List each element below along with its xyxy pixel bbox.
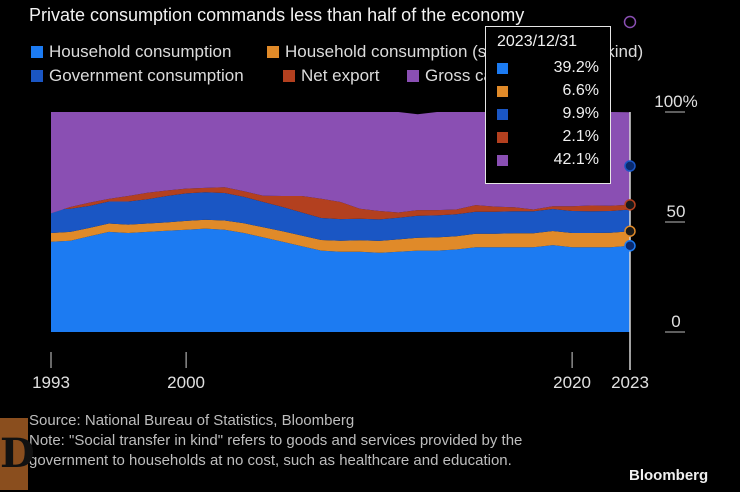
x-tick-label: 2000 <box>167 373 205 392</box>
tooltip-row: 2.1% <box>486 127 610 149</box>
tooltip-value: 39.2% <box>553 59 599 76</box>
legend-swatch <box>283 70 295 82</box>
x-tick-label: 1993 <box>32 373 70 392</box>
legend-label: Government consumption <box>49 66 244 85</box>
hover-point <box>624 160 636 172</box>
logo-icon: D <box>0 418 35 490</box>
hover-point <box>624 240 636 252</box>
legend-swatch <box>407 70 419 82</box>
note-text: Note: "Social transfer in kind" refers t… <box>29 432 523 469</box>
legend-item-government[interactable]: Government consumption <box>31 66 244 86</box>
footnote: Source: National Bureau of Statistics, B… <box>29 411 549 471</box>
tooltip-value: 9.9% <box>562 105 599 122</box>
area-series-1[interactable] <box>51 219 630 253</box>
legend-swatch <box>267 46 279 58</box>
y-tick-label: 0 <box>671 312 680 331</box>
tooltip-swatch <box>497 155 508 166</box>
legend-item-net-export[interactable]: Net export <box>283 66 379 86</box>
legend-swatch <box>31 46 43 58</box>
tooltip-value: 2.1% <box>562 128 599 145</box>
tooltip-swatch <box>497 109 508 120</box>
source-text: Source: National Bureau of Statistics, B… <box>29 412 355 429</box>
hover-tooltip: 2023/12/31 39.2% 6.6% 9.9% 2.1% 42.1% <box>485 26 611 184</box>
y-tick-label: 50 <box>667 202 686 221</box>
chart-title: Private consumption commands less than h… <box>29 5 525 25</box>
hover-point <box>624 199 636 211</box>
area-series-2[interactable] <box>51 192 630 241</box>
hover-markers <box>624 160 636 252</box>
tooltip-swatch <box>497 63 508 74</box>
tooltip-swatch <box>497 86 508 97</box>
x-tick-label: 2023 <box>611 373 649 392</box>
legend-item-household[interactable]: Household consumption <box>31 42 231 62</box>
tooltip-value: 42.1% <box>553 151 599 168</box>
legend-label: Household consumption <box>49 42 232 61</box>
tooltip-date: 2023/12/31 <box>497 33 578 50</box>
legend-swatch <box>31 70 43 82</box>
hover-point <box>624 225 636 237</box>
x-tick-label: 2020 <box>553 373 591 392</box>
area-series-3[interactable] <box>51 187 630 220</box>
x-axis: 1993 2000 2020 2023 <box>32 352 649 392</box>
tooltip-value: 6.6% <box>562 82 599 99</box>
capital-marker-icon <box>623 15 637 29</box>
tooltip-row: 6.6% <box>486 81 610 103</box>
tooltip-row: 9.9% <box>486 104 610 126</box>
tooltip-row: 39.2% <box>486 58 610 80</box>
brand-logo: Bloomberg <box>629 467 709 484</box>
tooltip-swatch <box>497 132 508 143</box>
legend-label: Net export <box>301 66 380 85</box>
y-tick-label: 100% <box>654 92 697 111</box>
area-series-0[interactable] <box>51 228 630 332</box>
tooltip-row: 42.1% <box>486 150 610 172</box>
y-axis: 0 50 100% <box>654 92 698 333</box>
